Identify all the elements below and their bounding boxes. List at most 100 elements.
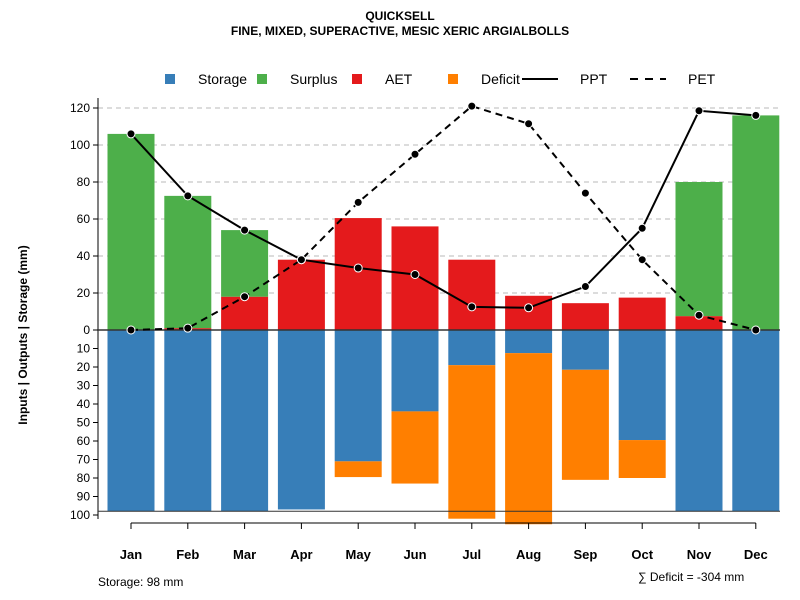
storage-bar	[391, 330, 439, 412]
pet-point	[637, 255, 647, 265]
y-tick-label: 30	[77, 379, 91, 393]
legend-swatch-deficit	[448, 74, 458, 84]
ppt-point	[524, 303, 534, 313]
ppt-point	[126, 129, 136, 139]
x-tick-label: Sep	[573, 547, 597, 562]
pet-point	[183, 323, 193, 333]
surplus-bar	[107, 133, 155, 330]
storage-bar	[561, 330, 609, 370]
y-tick-label: 90	[77, 490, 91, 504]
y-tick-label: 20	[77, 286, 91, 300]
legend-label-pet: PET	[688, 71, 716, 87]
aet-bar	[277, 259, 325, 330]
x-tick-label: Jan	[120, 547, 142, 562]
ppt-point	[751, 110, 761, 120]
surplus-bar	[164, 195, 212, 329]
y-tick-label: 40	[77, 249, 91, 263]
surplus-bar	[675, 182, 723, 317]
storage-bar	[505, 330, 553, 354]
pet-line	[130, 105, 757, 331]
legend-swatch-storage	[165, 74, 175, 84]
y-tick-label: 20	[77, 360, 91, 374]
x-tick-label: Dec	[744, 547, 768, 562]
aet-bar	[561, 303, 609, 330]
legend-label-ppt: PPT	[580, 71, 608, 87]
surplus-bar	[221, 230, 269, 297]
storage-annotation: Storage: 98 mm	[98, 575, 184, 589]
deficit-bar	[505, 353, 553, 525]
legend-swatch-surplus	[257, 74, 267, 84]
deficit-bar	[391, 411, 439, 484]
x-tick-label: Feb	[176, 547, 199, 562]
pet-point	[524, 119, 534, 129]
x-tick-label: Jun	[403, 547, 426, 562]
aet-bar	[334, 218, 382, 330]
y-tick-label: 70	[77, 453, 91, 467]
chart-subtitle: FINE, MIXED, SUPERACTIVE, MESIC XERIC AR…	[230, 24, 570, 38]
x-tick-label: Nov	[687, 547, 712, 562]
pet-point	[240, 292, 250, 302]
storage-bar	[334, 330, 382, 462]
legend-swatch-aet	[352, 74, 362, 84]
x-tick-label: Mar	[233, 547, 256, 562]
aet-bar	[448, 259, 496, 330]
pet-point	[296, 255, 306, 265]
aet-bar	[618, 297, 666, 330]
legend-label-storage: Storage	[198, 71, 247, 87]
storage-bar	[618, 330, 666, 441]
surplus-bar	[732, 115, 780, 331]
y-tick-label: 50	[77, 416, 91, 430]
storage-bar	[732, 330, 780, 512]
pet-point	[751, 325, 761, 335]
chart-title: QUICKSELL	[365, 9, 435, 23]
ppt-point	[410, 270, 420, 279]
storage-bar	[277, 330, 325, 510]
ppt-point	[240, 225, 250, 235]
x-tick-label: May	[346, 547, 372, 562]
y-tick-label: 120	[70, 101, 90, 115]
deficit-bar	[561, 369, 609, 480]
storage-bar	[107, 330, 155, 512]
y-tick-label: 80	[77, 471, 91, 485]
storage-bar	[164, 330, 212, 512]
ppt-point	[353, 263, 363, 273]
ppt-point	[467, 302, 477, 312]
aet-bar	[221, 296, 269, 330]
pet-point	[410, 149, 420, 159]
ppt-point	[637, 223, 647, 233]
y-tick-label: 100	[70, 138, 90, 152]
ppt-point	[580, 282, 590, 292]
y-tick-label: 80	[77, 175, 91, 189]
x-tick-label: Jul	[462, 547, 481, 562]
deficit-bar	[618, 440, 666, 478]
deficit-bar	[448, 365, 496, 519]
legend-label-deficit: Deficit	[481, 71, 520, 87]
y-tick-label: 40	[77, 397, 91, 411]
legend-label-surplus: Surplus	[290, 71, 337, 87]
x-tick-label: Aug	[516, 547, 541, 562]
storage-bar	[448, 330, 496, 366]
y-tick-label: 60	[77, 434, 91, 448]
legend-label-aet: AET	[385, 71, 413, 87]
pet-point	[126, 325, 136, 335]
x-tick-label: Oct	[631, 547, 653, 562]
y-tick-label: 60	[77, 212, 91, 226]
storage-bar	[675, 330, 723, 512]
ppt-point	[694, 106, 704, 116]
y-axis-label: Inputs | Outputs | Storage (mm)	[16, 245, 30, 424]
ppt-point	[183, 191, 193, 201]
y-tick-label: 100	[70, 508, 90, 522]
deficit-annotation: ∑ Deficit = -304 mm	[638, 570, 745, 584]
deficit-bar	[334, 461, 382, 478]
ppt-line	[130, 109, 756, 309]
y-tick-label: 0	[83, 323, 90, 337]
storage-bar	[221, 330, 269, 512]
pet-point	[467, 101, 477, 111]
pet-point	[353, 197, 363, 207]
y-tick-label: 10	[77, 342, 91, 356]
x-tick-label: Apr	[290, 547, 312, 562]
pet-point	[580, 188, 590, 198]
aet-bar	[675, 316, 723, 330]
